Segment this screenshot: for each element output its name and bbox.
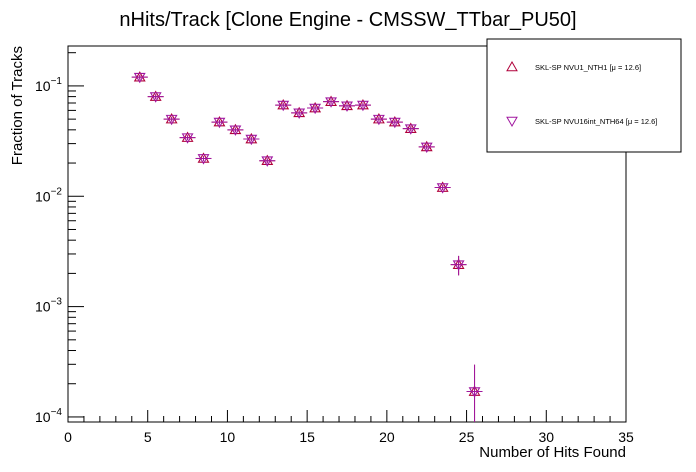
data-point-triangle-down	[404, 124, 417, 135]
data-point-triangle-down	[436, 183, 449, 194]
y-tick-label: 10−4	[35, 407, 62, 425]
data-point-triangle-up	[341, 99, 353, 111]
legend-marker-triangle-up	[506, 60, 518, 72]
data-point-triangle-down	[213, 117, 226, 129]
data-point-triangle-up	[213, 115, 226, 127]
data-point-triangle-up	[293, 106, 306, 118]
chart-title: nHits/Track [Clone Engine - CMSSW_TTbar_…	[119, 9, 576, 31]
data-point-triangle-up	[181, 131, 194, 142]
plot-area-border	[67, 45, 627, 423]
data-point-triangle-up	[436, 181, 449, 192]
data-point-triangle-down	[165, 114, 178, 126]
x-tick-label: 20	[379, 429, 395, 445]
data-point-triangle-down	[325, 97, 338, 108]
data-point-triangle-down	[341, 101, 353, 112]
x-axis-ticks: 0 5 10 15 20 25 30 35	[64, 410, 634, 445]
x-axis-label: Number of Hits Found	[479, 444, 626, 461]
data-point-triangle-up	[133, 71, 146, 82]
y-axis-label: Fraction of Tracks	[9, 46, 26, 165]
data-point-triangle-down	[372, 114, 385, 126]
data-point-triangle-down	[356, 100, 369, 112]
data-point-triangle-down	[197, 154, 210, 165]
data-point-triangle-down	[452, 260, 465, 271]
data-point-triangle-down	[277, 100, 290, 112]
x-tick-label: 25	[459, 429, 475, 445]
data-point-triangle-up	[309, 101, 322, 113]
legend-entry-1: SKL-SP NVU16int_NTH64 [μ = 12.6]	[535, 117, 657, 126]
data-point-triangle-down	[229, 125, 242, 136]
data-point-triangle-down	[420, 142, 433, 154]
data-point-triangle-down	[261, 156, 274, 167]
x-tick-label: 10	[220, 429, 236, 445]
data-point-triangle-down	[388, 117, 401, 129]
data-point-triangle-down	[309, 103, 322, 115]
y-tick-label: 10−3	[35, 297, 62, 315]
data-point-triangle-up	[165, 113, 178, 124]
data-point-triangle-down	[133, 72, 146, 84]
plot-frame	[67, 45, 627, 423]
data-point-triangle-up	[325, 95, 338, 106]
x-tick-label: 15	[299, 429, 315, 445]
data-point-triangle-up	[197, 152, 210, 163]
y-tick-label: 10−2	[35, 186, 62, 204]
legend-marker-triangle-down	[506, 116, 518, 128]
data-point-triangle-down	[245, 134, 258, 146]
data-point-triangle-up	[388, 115, 401, 127]
x-tick-label: 30	[538, 429, 554, 445]
data-markers	[131, 71, 483, 422]
x-tick-label: 0	[64, 429, 72, 445]
data-point-triangle-up	[404, 122, 417, 133]
y-axis-ticks: 10−1 10−2 10−3 10−4	[35, 76, 84, 425]
y-tick-label: 10−1	[35, 76, 62, 94]
data-point-triangle-down	[149, 92, 162, 103]
data-point-triangle-down	[293, 108, 306, 119]
x-tick-label: 35	[618, 429, 634, 445]
data-point-triangle-up	[372, 113, 385, 124]
x-tick-label: 5	[144, 429, 152, 445]
data-point-triangle-up	[245, 132, 258, 144]
data-point-triangle-up	[356, 98, 369, 110]
data-point-triangle-up	[229, 123, 242, 135]
data-point-triangle-up	[420, 140, 433, 152]
data-point-triangle-down	[468, 387, 481, 398]
legend-box	[486, 38, 682, 153]
legend: SKL-SP NVU1_NTH1 [μ = 12.6] SKL-SP NVU16…	[486, 38, 682, 153]
y-minor-ticks	[68, 52, 76, 423]
legend-entry-0: SKL-SP NVU1_NTH1 [μ = 12.6]	[535, 63, 641, 72]
data-point-triangle-up	[149, 90, 162, 101]
data-point-triangle-down	[181, 133, 194, 144]
data-point-triangle-up	[261, 154, 274, 166]
data-point-triangle-up	[277, 98, 290, 110]
